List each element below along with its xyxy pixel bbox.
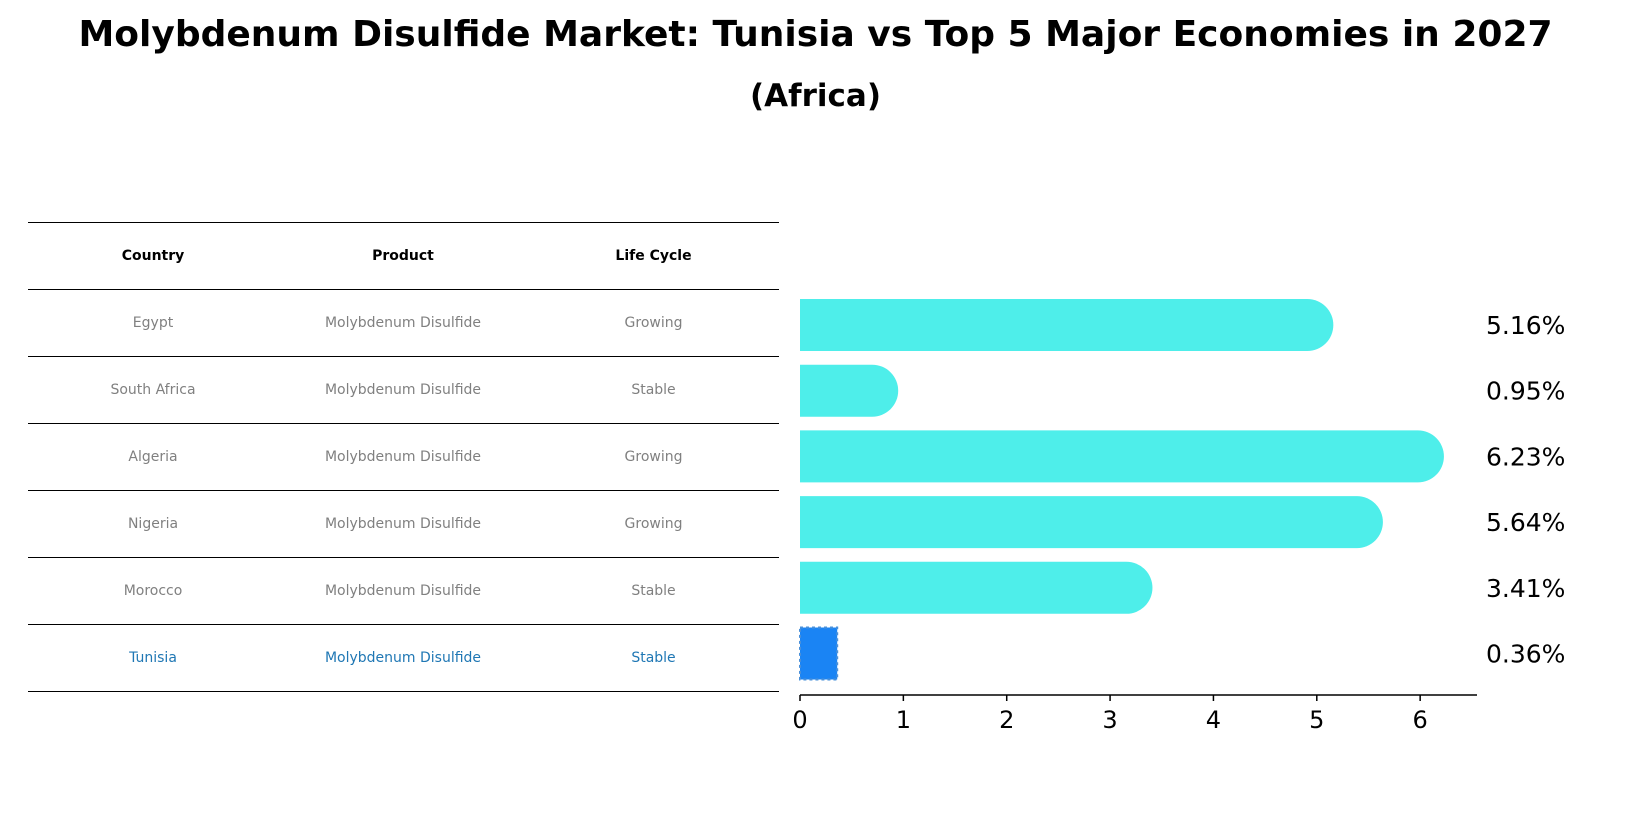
- cell-country: Egypt: [132, 315, 174, 331]
- cell-country: Morocco: [123, 583, 183, 599]
- x-tick-label: 6: [1413, 706, 1428, 734]
- x-tick-label: 1: [896, 706, 911, 734]
- value-label: 3.41%: [1486, 574, 1565, 603]
- data-table: Country Product Life Cycle Egypt Molybde…: [28, 222, 779, 692]
- cell-product: Molybdenum Disulfide: [324, 315, 482, 331]
- header-product: Product: [372, 248, 434, 264]
- x-tick-label: 2: [999, 706, 1014, 734]
- bar-tunisia: [799, 626, 839, 681]
- cell-product: Molybdenum Disulfide: [324, 583, 482, 599]
- x-tick-label: 4: [1206, 706, 1221, 734]
- header-life-cycle: Life Cycle: [615, 248, 692, 264]
- cell-life-cycle: Stable: [631, 650, 676, 666]
- header-country: Country: [121, 248, 185, 264]
- table-header-row: Country Product Life Cycle: [28, 222, 779, 289]
- bar-south-africa: [800, 364, 899, 417]
- chart-title: Molybdenum Disulfide Market: Tunisia vs …: [78, 14, 1553, 55]
- table-row: Nigeria Molybdenum Disulfide Growing: [28, 490, 779, 557]
- value-label: 6.23%: [1486, 442, 1565, 471]
- chart-subtitle: (Africa): [749, 78, 882, 114]
- table-row: Morocco Molybdenum Disulfide Stable: [28, 557, 779, 624]
- cell-life-cycle: Stable: [631, 382, 676, 398]
- cell-country: South Africa: [110, 382, 196, 398]
- table-row-highlighted: Tunisia Molybdenum Disulfide Stable: [28, 624, 779, 692]
- cell-product: Molybdenum Disulfide: [324, 516, 482, 532]
- cell-country: Tunisia: [129, 650, 177, 666]
- value-label: 0.95%: [1486, 377, 1565, 406]
- table-row: Algeria Molybdenum Disulfide Growing: [28, 423, 779, 490]
- cell-country: Nigeria: [127, 516, 179, 532]
- value-label: 5.16%: [1486, 311, 1565, 340]
- bar-morocco: [800, 561, 1153, 614]
- value-label: 5.64%: [1486, 508, 1565, 537]
- x-tick-label: 3: [1102, 706, 1117, 734]
- cell-life-cycle: Growing: [624, 315, 683, 331]
- cell-product: Molybdenum Disulfide: [324, 650, 482, 666]
- cell-life-cycle: Growing: [624, 516, 683, 532]
- x-tick-label: 5: [1309, 706, 1324, 734]
- bar-egypt: [800, 299, 1334, 351]
- cell-country: Algeria: [128, 449, 178, 465]
- cell-life-cycle: Growing: [624, 449, 683, 465]
- cell-product: Molybdenum Disulfide: [324, 449, 482, 465]
- table-row: Egypt Molybdenum Disulfide Growing: [28, 289, 779, 356]
- cell-product: Molybdenum Disulfide: [324, 382, 482, 398]
- table-row: South Africa Molybdenum Disulfide Stable: [28, 356, 779, 423]
- value-label: 0.36%: [1486, 640, 1565, 669]
- bar-algeria: [800, 430, 1444, 483]
- cell-life-cycle: Stable: [631, 583, 676, 599]
- bar-nigeria: [800, 496, 1383, 549]
- x-tick-label: 0: [792, 706, 807, 734]
